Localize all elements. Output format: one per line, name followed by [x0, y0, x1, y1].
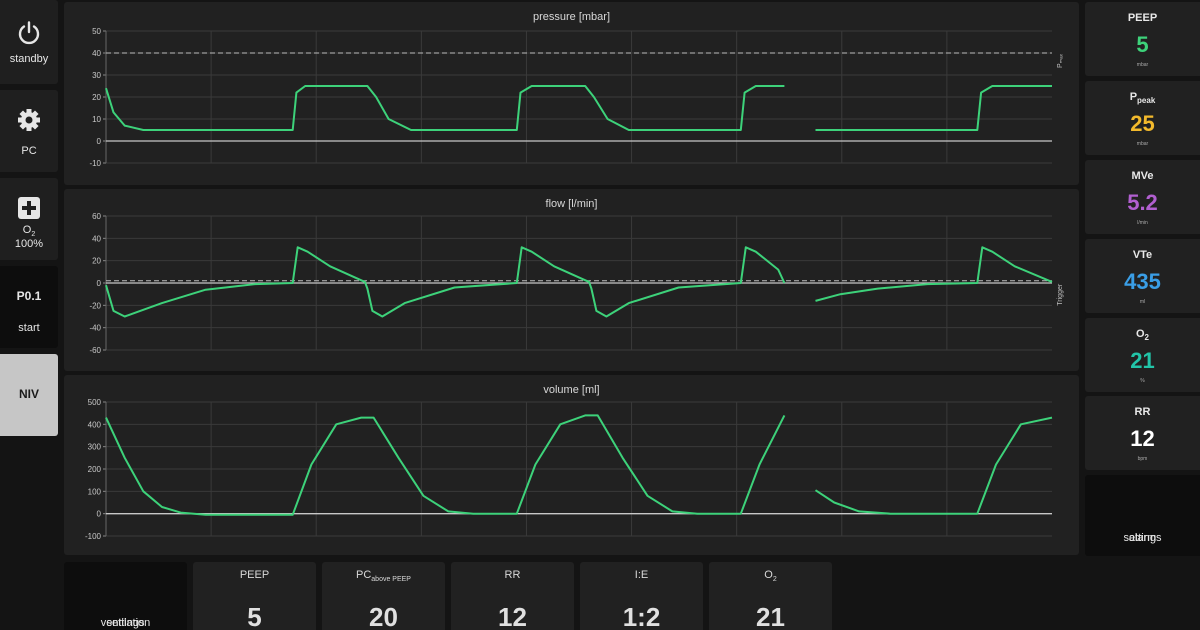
- setting-peep-value: 5: [247, 602, 262, 630]
- setting-pc-above-peep[interactable]: PCabove PEEP 20: [322, 562, 445, 630]
- measurement-mve-value: 5.2: [1127, 190, 1158, 215]
- y-tick-label: 20: [92, 93, 101, 102]
- mode-label: PC: [21, 145, 37, 157]
- y-tick-label: 20: [92, 257, 101, 266]
- y-tick-label: 30: [92, 71, 101, 80]
- pressure-waveform: [105, 85, 785, 131]
- y-tick-label: -20: [89, 301, 101, 310]
- measurement-rr: RR 12 bpm: [1085, 396, 1200, 470]
- setting-o2[interactable]: O2 21: [709, 562, 832, 630]
- y-tick-label: 0: [97, 279, 102, 288]
- p01-start-button[interactable]: P0.1 start: [0, 266, 58, 348]
- pressure-waveform: [815, 85, 1052, 131]
- gear-icon: [18, 109, 40, 131]
- flow-chart-title: flow [l/min]: [545, 198, 598, 210]
- measurement-vte-value: 435: [1124, 269, 1161, 294]
- threshold-label: Trigger: [1057, 283, 1064, 306]
- alarm-settings-button[interactable]: alarm settings: [1085, 475, 1200, 556]
- measurement-peep: PEEP 5 mbar: [1085, 2, 1200, 76]
- y-tick-label: 40: [92, 49, 101, 58]
- measurement-rr-value: 12: [1130, 426, 1155, 451]
- setting-ie-value: 1:2: [622, 602, 661, 630]
- setting-ie-ratio[interactable]: I:E 1:2: [580, 562, 703, 630]
- flow-chart-panel: flow [l/min] 60 40 20 0 -20 -40 -60 Trigger: [64, 189, 1079, 371]
- y-tick-label: -10: [89, 159, 101, 168]
- setting-pc-value: 20: [369, 602, 398, 630]
- flow-waveform: [815, 246, 1053, 302]
- y-tick-label: 200: [88, 465, 102, 474]
- oxygen-boost-button[interactable]: O2 100%: [0, 178, 58, 260]
- measurement-o2-value: 21: [1130, 348, 1155, 373]
- pressure-chart-title: pressure [mbar]: [532, 11, 611, 23]
- oxygen-label: O2: [22, 224, 36, 239]
- standby-label: standby: [9, 53, 49, 65]
- measurement-vte: VTe 435 ml: [1085, 239, 1200, 313]
- niv-button[interactable]: NIV: [0, 354, 58, 436]
- y-tick-label: 400: [88, 420, 102, 429]
- y-tick-label: 300: [88, 443, 102, 452]
- p01-start-label: start: [18, 322, 40, 334]
- volume-chart-panel: volume [ml] 500 400 300 200 100 0 -100: [64, 375, 1079, 555]
- niv-label: NIV: [18, 387, 39, 401]
- measurement-ppeak: Ppeak 25 mbar: [1085, 81, 1200, 155]
- flow-waveform: [105, 246, 786, 318]
- volume-chart-title: volume [ml]: [543, 384, 600, 396]
- measurement-ppeak-value: 25: [1130, 111, 1155, 136]
- threshold-label: Pₘₐₓ: [1057, 53, 1064, 68]
- pressure-chart-panel: pressure [mbar] 50 40 30 20 10 0 -10 Pₘₐₓ: [64, 2, 1079, 185]
- y-tick-label: -60: [89, 346, 101, 355]
- oxygen-boost-value: 100%: [14, 238, 44, 251]
- setting-rr-value: 12: [498, 602, 527, 630]
- y-tick-label: 0: [97, 137, 102, 146]
- y-tick-label: -40: [89, 324, 101, 333]
- setting-o2-value: 21: [756, 602, 785, 630]
- standby-button[interactable]: standby: [0, 0, 58, 84]
- measurement-mve: MVe 5.2 l/min: [1085, 160, 1200, 234]
- y-tick-label: 100: [88, 487, 102, 496]
- y-tick-label: 40: [92, 234, 101, 243]
- y-tick-label: 0: [97, 510, 102, 519]
- y-tick-label: 50: [92, 27, 101, 36]
- volume-chart: 500 400 300 200 100 0 -100: [85, 398, 1053, 541]
- y-tick-label: -100: [85, 532, 102, 541]
- setting-peep[interactable]: PEEP 5: [193, 562, 316, 630]
- p01-title: P0.1: [16, 289, 42, 303]
- mode-button[interactable]: PC: [0, 90, 58, 172]
- plus-box-icon: [18, 197, 40, 219]
- measurement-o2: O2 21 %: [1085, 318, 1200, 392]
- volume-waveform: [814, 416, 1053, 515]
- y-tick-label: 10: [92, 115, 101, 124]
- pressure-chart: 50 40 30 20 10 0 -10 Pₘₐₓ: [89, 27, 1064, 168]
- y-tick-label: 60: [92, 212, 101, 221]
- volume-waveform: [105, 414, 786, 516]
- flow-chart: 60 40 20 0 -20 -40 -60 Trigger: [89, 212, 1064, 355]
- power-icon: [18, 21, 40, 45]
- measurement-peep-value: 5: [1136, 32, 1149, 57]
- ventilation-settings-button[interactable]: ventilation settings: [64, 562, 187, 630]
- y-tick-label: 500: [88, 398, 102, 407]
- setting-rr[interactable]: RR 12: [451, 562, 574, 630]
